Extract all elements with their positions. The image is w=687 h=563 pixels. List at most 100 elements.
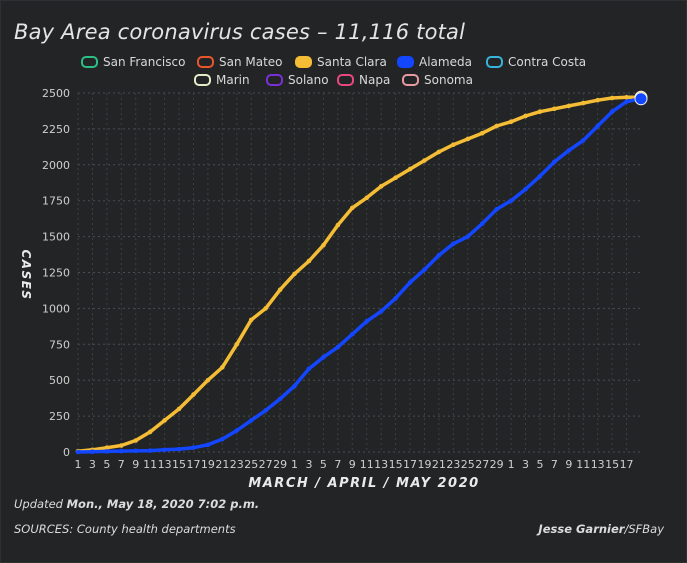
- y-tick-label: 1750: [42, 195, 70, 208]
- x-tick-label: 13: [591, 458, 605, 471]
- data-point: [263, 408, 268, 413]
- legend-item-napa[interactable]: Napa: [337, 73, 390, 87]
- y-tick-label: 1250: [42, 267, 70, 280]
- x-tick-label: 11: [360, 458, 374, 471]
- data-point: [609, 109, 615, 114]
- x-tick-label: 9: [349, 458, 356, 471]
- x-tick-label: 13: [158, 458, 172, 471]
- data-point: [378, 308, 384, 314]
- x-tick-label: 21: [432, 458, 446, 471]
- data-point: [422, 267, 427, 272]
- data-point: [104, 445, 110, 450]
- legend-swatch: [81, 56, 98, 68]
- legend-item-contra-costa[interactable]: Contra Costa: [486, 55, 586, 69]
- data-point: [580, 100, 586, 106]
- data-point: [407, 280, 413, 285]
- x-tick-label: 7: [334, 458, 341, 471]
- x-tick-label: 3: [522, 458, 529, 471]
- data-point: [609, 95, 615, 101]
- x-tick-label: 23: [230, 458, 244, 471]
- data-point: [119, 443, 124, 448]
- y-tick-label: 500: [49, 374, 70, 387]
- x-tick-label: 7: [551, 458, 558, 471]
- legend-item-san-francisco[interactable]: San Francisco: [81, 55, 185, 69]
- x-tick-label: 9: [132, 458, 139, 471]
- legend-swatch: [266, 74, 283, 86]
- x-tick-label: 3: [305, 458, 312, 471]
- data-point: [147, 429, 153, 435]
- data-point: [624, 99, 629, 104]
- data-point: [119, 448, 124, 454]
- legend-item-marin[interactable]: Marin: [194, 73, 250, 87]
- y-tick-label: 750: [49, 338, 70, 351]
- data-point: [306, 258, 312, 264]
- legend-label: Sonoma: [424, 73, 473, 87]
- y-tick-label: 1500: [42, 231, 70, 244]
- x-tick-label: 11: [143, 458, 157, 471]
- data-point: [566, 148, 572, 153]
- legend-label: San Francisco: [103, 55, 185, 69]
- legend-label: Marin: [216, 73, 250, 87]
- data-point: [335, 344, 341, 350]
- legend-label: Santa Clara: [317, 55, 387, 69]
- data-point: [205, 377, 211, 383]
- legend-item-san-mateo[interactable]: San Mateo: [197, 55, 283, 69]
- data-point: [378, 184, 384, 189]
- data-point: [292, 271, 297, 277]
- y-axis-label: CASES: [19, 249, 33, 300]
- endpoint-marker[interactable]: [634, 92, 648, 106]
- series-alameda: [75, 92, 648, 455]
- data-point: [263, 306, 268, 311]
- x-tick-label: 13: [374, 458, 388, 471]
- data-point: [75, 449, 81, 455]
- legend-item-sonoma[interactable]: Sonoma: [402, 73, 473, 87]
- x-tick-label: 25: [461, 458, 475, 471]
- chart-title: Bay Area coronavirus cases – 11,116 tota…: [14, 20, 466, 44]
- legend: San Francisco San Mateo Santa Clara Alameda…: [81, 55, 586, 87]
- data-point: [234, 428, 240, 433]
- x-tick-label: 17: [403, 458, 417, 471]
- x-tick-label: 27: [259, 458, 273, 471]
- data-point: [465, 136, 471, 142]
- x-tick-label: 29: [273, 458, 287, 471]
- data-point: [580, 138, 586, 143]
- data-point: [248, 418, 254, 423]
- data-point: [191, 445, 196, 450]
- legend-label: Alameda: [419, 55, 472, 69]
- data-point: [537, 109, 543, 114]
- data-point: [191, 392, 196, 397]
- data-point: [220, 364, 225, 370]
- legend-item-alameda[interactable]: Alameda: [397, 55, 472, 69]
- y-tick-label: 250: [49, 410, 70, 423]
- updated-value: Mon., May 18, 2020 7:02 p.m.: [66, 497, 260, 511]
- y-tick-label: 0: [63, 446, 70, 459]
- legend-label: San Mateo: [219, 55, 283, 69]
- x-tick-label: 3: [89, 458, 96, 471]
- data-point: [407, 166, 413, 172]
- data-point: [162, 447, 167, 453]
- y-tick-label: 2250: [42, 123, 70, 136]
- y-axis-ticks: 0 250 500 750 1000 1250 1500 1750 2000 2250 2500: [42, 87, 70, 459]
- data-point: [349, 205, 355, 211]
- x-tick-label: 11: [576, 458, 590, 471]
- legend-item-solano[interactable]: Solano: [266, 73, 329, 87]
- data-point: [494, 123, 499, 129]
- data-point: [523, 113, 528, 119]
- legend-swatch: [337, 74, 354, 86]
- data-point: [133, 438, 139, 443]
- outlet-name: /SFBay: [624, 522, 664, 536]
- updated-label: Updated: [14, 497, 63, 511]
- data-point: [422, 158, 427, 163]
- chart-grid: [77, 92, 641, 453]
- series-lines: [75, 90, 648, 455]
- x-tick-label: 1: [508, 458, 515, 471]
- x-tick-label: 17: [620, 458, 634, 471]
- data-point: [321, 242, 326, 248]
- data-point: [248, 317, 254, 323]
- x-tick-label: 15: [389, 458, 403, 471]
- data-point: [335, 222, 341, 228]
- sources-line: SOURCES: County health departments: [14, 522, 236, 536]
- data-point: [436, 252, 442, 258]
- legend-item-santa-clara[interactable]: Santa Clara: [295, 55, 387, 69]
